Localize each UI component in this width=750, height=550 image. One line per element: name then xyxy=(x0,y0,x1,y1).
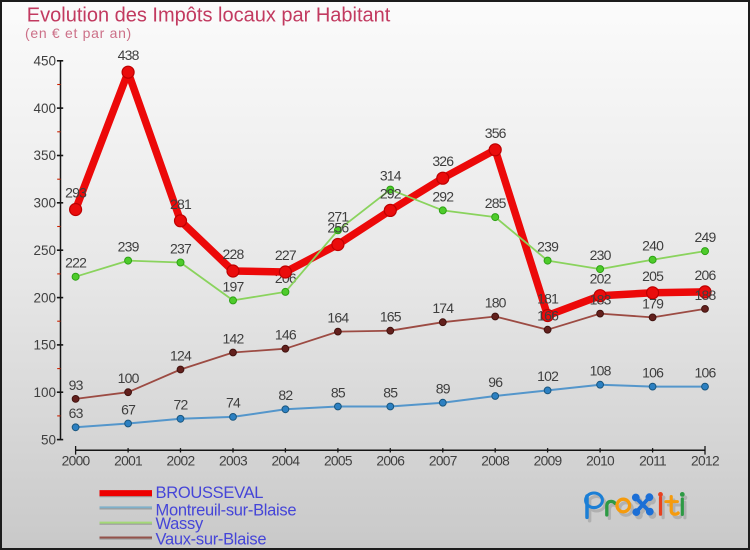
svg-text:326: 326 xyxy=(432,153,454,169)
svg-text:188: 188 xyxy=(695,287,717,303)
svg-text:72: 72 xyxy=(174,397,189,413)
svg-text:2012: 2012 xyxy=(691,454,719,469)
svg-text:93: 93 xyxy=(69,377,84,393)
svg-text:Montreuil-sur-Blaise: Montreuil-sur-Blaise xyxy=(156,501,297,519)
svg-text:150: 150 xyxy=(33,338,56,353)
svg-text:450: 450 xyxy=(33,54,56,69)
svg-text:202: 202 xyxy=(590,271,612,287)
svg-text:197: 197 xyxy=(223,278,245,294)
svg-text:2008: 2008 xyxy=(481,454,510,469)
svg-text:2011: 2011 xyxy=(639,454,666,469)
svg-text:200: 200 xyxy=(33,290,56,305)
svg-text:2004: 2004 xyxy=(271,454,300,469)
svg-text:146: 146 xyxy=(275,327,297,343)
svg-text:108: 108 xyxy=(590,363,612,379)
svg-text:206: 206 xyxy=(695,267,717,283)
svg-text:BROUSSEVAL: BROUSSEVAL xyxy=(156,484,264,502)
svg-text:292: 292 xyxy=(432,188,454,204)
svg-text:96: 96 xyxy=(488,374,503,390)
svg-text:74: 74 xyxy=(226,395,241,411)
svg-text:2007: 2007 xyxy=(429,454,457,469)
svg-text:142: 142 xyxy=(223,331,245,347)
svg-text:293: 293 xyxy=(65,185,87,201)
svg-text:227: 227 xyxy=(275,247,297,263)
svg-text:Vaux-sur-Blaise: Vaux-sur-Blaise xyxy=(156,531,267,549)
svg-text:205: 205 xyxy=(642,268,664,284)
svg-text:102: 102 xyxy=(537,368,559,384)
svg-text:300: 300 xyxy=(33,196,56,211)
svg-text:82: 82 xyxy=(278,387,293,403)
svg-text:106: 106 xyxy=(642,364,664,380)
svg-text:Wassy: Wassy xyxy=(156,515,204,533)
svg-text:100: 100 xyxy=(33,385,56,400)
svg-text:239: 239 xyxy=(537,239,559,255)
svg-text:285: 285 xyxy=(485,195,507,211)
svg-text:50: 50 xyxy=(41,432,56,447)
svg-text:174: 174 xyxy=(432,300,454,316)
svg-text:222: 222 xyxy=(65,255,87,271)
svg-text:89: 89 xyxy=(436,381,451,397)
svg-text:228: 228 xyxy=(223,246,245,262)
svg-text:230: 230 xyxy=(590,247,612,263)
svg-text:Evolution des Impôts locaux pa: Evolution des Impôts locaux par Habitant xyxy=(27,4,391,26)
svg-text:179: 179 xyxy=(642,295,664,311)
svg-text:292: 292 xyxy=(380,185,402,201)
svg-text:166: 166 xyxy=(537,308,559,324)
svg-text:181: 181 xyxy=(537,291,559,307)
svg-text:2003: 2003 xyxy=(219,454,248,469)
svg-text:240: 240 xyxy=(642,238,664,254)
svg-text:239: 239 xyxy=(118,239,140,255)
svg-text:2006: 2006 xyxy=(376,454,405,469)
svg-text:164: 164 xyxy=(327,310,349,326)
svg-text:314: 314 xyxy=(380,168,402,184)
svg-text:2000: 2000 xyxy=(62,454,91,469)
svg-text:100: 100 xyxy=(118,370,140,386)
svg-text:85: 85 xyxy=(331,384,346,400)
svg-text:106: 106 xyxy=(695,364,717,380)
svg-text:85: 85 xyxy=(383,384,398,400)
svg-text:249: 249 xyxy=(695,229,717,245)
svg-text:183: 183 xyxy=(590,292,612,308)
svg-text:271: 271 xyxy=(327,208,349,224)
svg-text:124: 124 xyxy=(170,348,192,364)
svg-text:350: 350 xyxy=(33,148,56,163)
svg-text:(en € et par an): (en € et par an) xyxy=(25,25,132,41)
svg-text:165: 165 xyxy=(380,309,402,325)
svg-text:2010: 2010 xyxy=(586,454,615,469)
svg-text:356: 356 xyxy=(485,125,507,141)
svg-text:2001: 2001 xyxy=(114,454,142,469)
svg-text:281: 281 xyxy=(170,196,192,212)
svg-text:237: 237 xyxy=(170,241,192,257)
svg-text:2009: 2009 xyxy=(534,454,563,469)
svg-text:438: 438 xyxy=(118,47,140,63)
svg-text:67: 67 xyxy=(121,401,136,417)
svg-text:180: 180 xyxy=(485,295,507,311)
svg-text:250: 250 xyxy=(33,243,56,258)
svg-text:400: 400 xyxy=(33,101,56,116)
svg-text:256: 256 xyxy=(327,220,349,236)
svg-text:63: 63 xyxy=(69,405,84,421)
svg-text:2002: 2002 xyxy=(167,454,195,469)
svg-text:2005: 2005 xyxy=(324,454,353,469)
